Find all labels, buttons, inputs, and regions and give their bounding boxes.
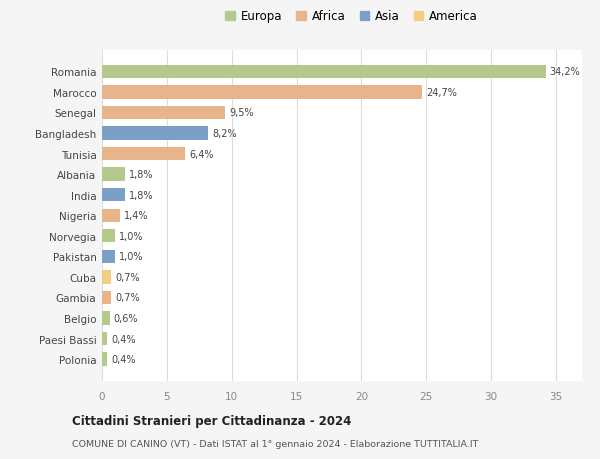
Bar (102, 127, 208, 140)
Text: 24,7%: 24,7% (427, 88, 457, 98)
Text: Cittadini Stranieri per Cittadinanza - 2024: Cittadini Stranieri per Cittadinanza - 2… (72, 414, 352, 428)
Bar (102, 147, 185, 161)
Legend: Europa, Africa, Asia, America: Europa, Africa, Asia, America (225, 10, 478, 23)
Bar (102, 353, 107, 366)
Text: 1,4%: 1,4% (124, 211, 149, 221)
Bar (102, 250, 115, 263)
Bar (102, 106, 225, 120)
Bar (102, 86, 422, 99)
Text: 0,6%: 0,6% (113, 313, 138, 323)
Bar (102, 230, 115, 243)
Text: 1,0%: 1,0% (119, 252, 143, 262)
Text: 6,4%: 6,4% (189, 149, 214, 159)
Bar (102, 312, 110, 325)
Text: 0,7%: 0,7% (115, 293, 140, 303)
Bar (102, 189, 125, 202)
Bar (102, 209, 120, 223)
Text: 1,0%: 1,0% (119, 231, 143, 241)
Text: 0,7%: 0,7% (115, 272, 140, 282)
Text: 0,4%: 0,4% (111, 334, 136, 344)
Bar (102, 332, 107, 346)
Text: 1,8%: 1,8% (129, 170, 154, 180)
Text: 0,4%: 0,4% (111, 354, 136, 364)
Text: 34,2%: 34,2% (550, 67, 580, 77)
Bar (102, 66, 545, 79)
Text: 8,2%: 8,2% (212, 129, 237, 139)
Text: 9,5%: 9,5% (229, 108, 254, 118)
Bar (102, 168, 125, 181)
Bar (102, 271, 111, 284)
Text: COMUNE DI CANINO (VT) - Dati ISTAT al 1° gennaio 2024 - Elaborazione TUTTITALIA.: COMUNE DI CANINO (VT) - Dati ISTAT al 1°… (72, 439, 478, 448)
Text: 1,8%: 1,8% (129, 190, 154, 200)
Bar (102, 291, 111, 304)
